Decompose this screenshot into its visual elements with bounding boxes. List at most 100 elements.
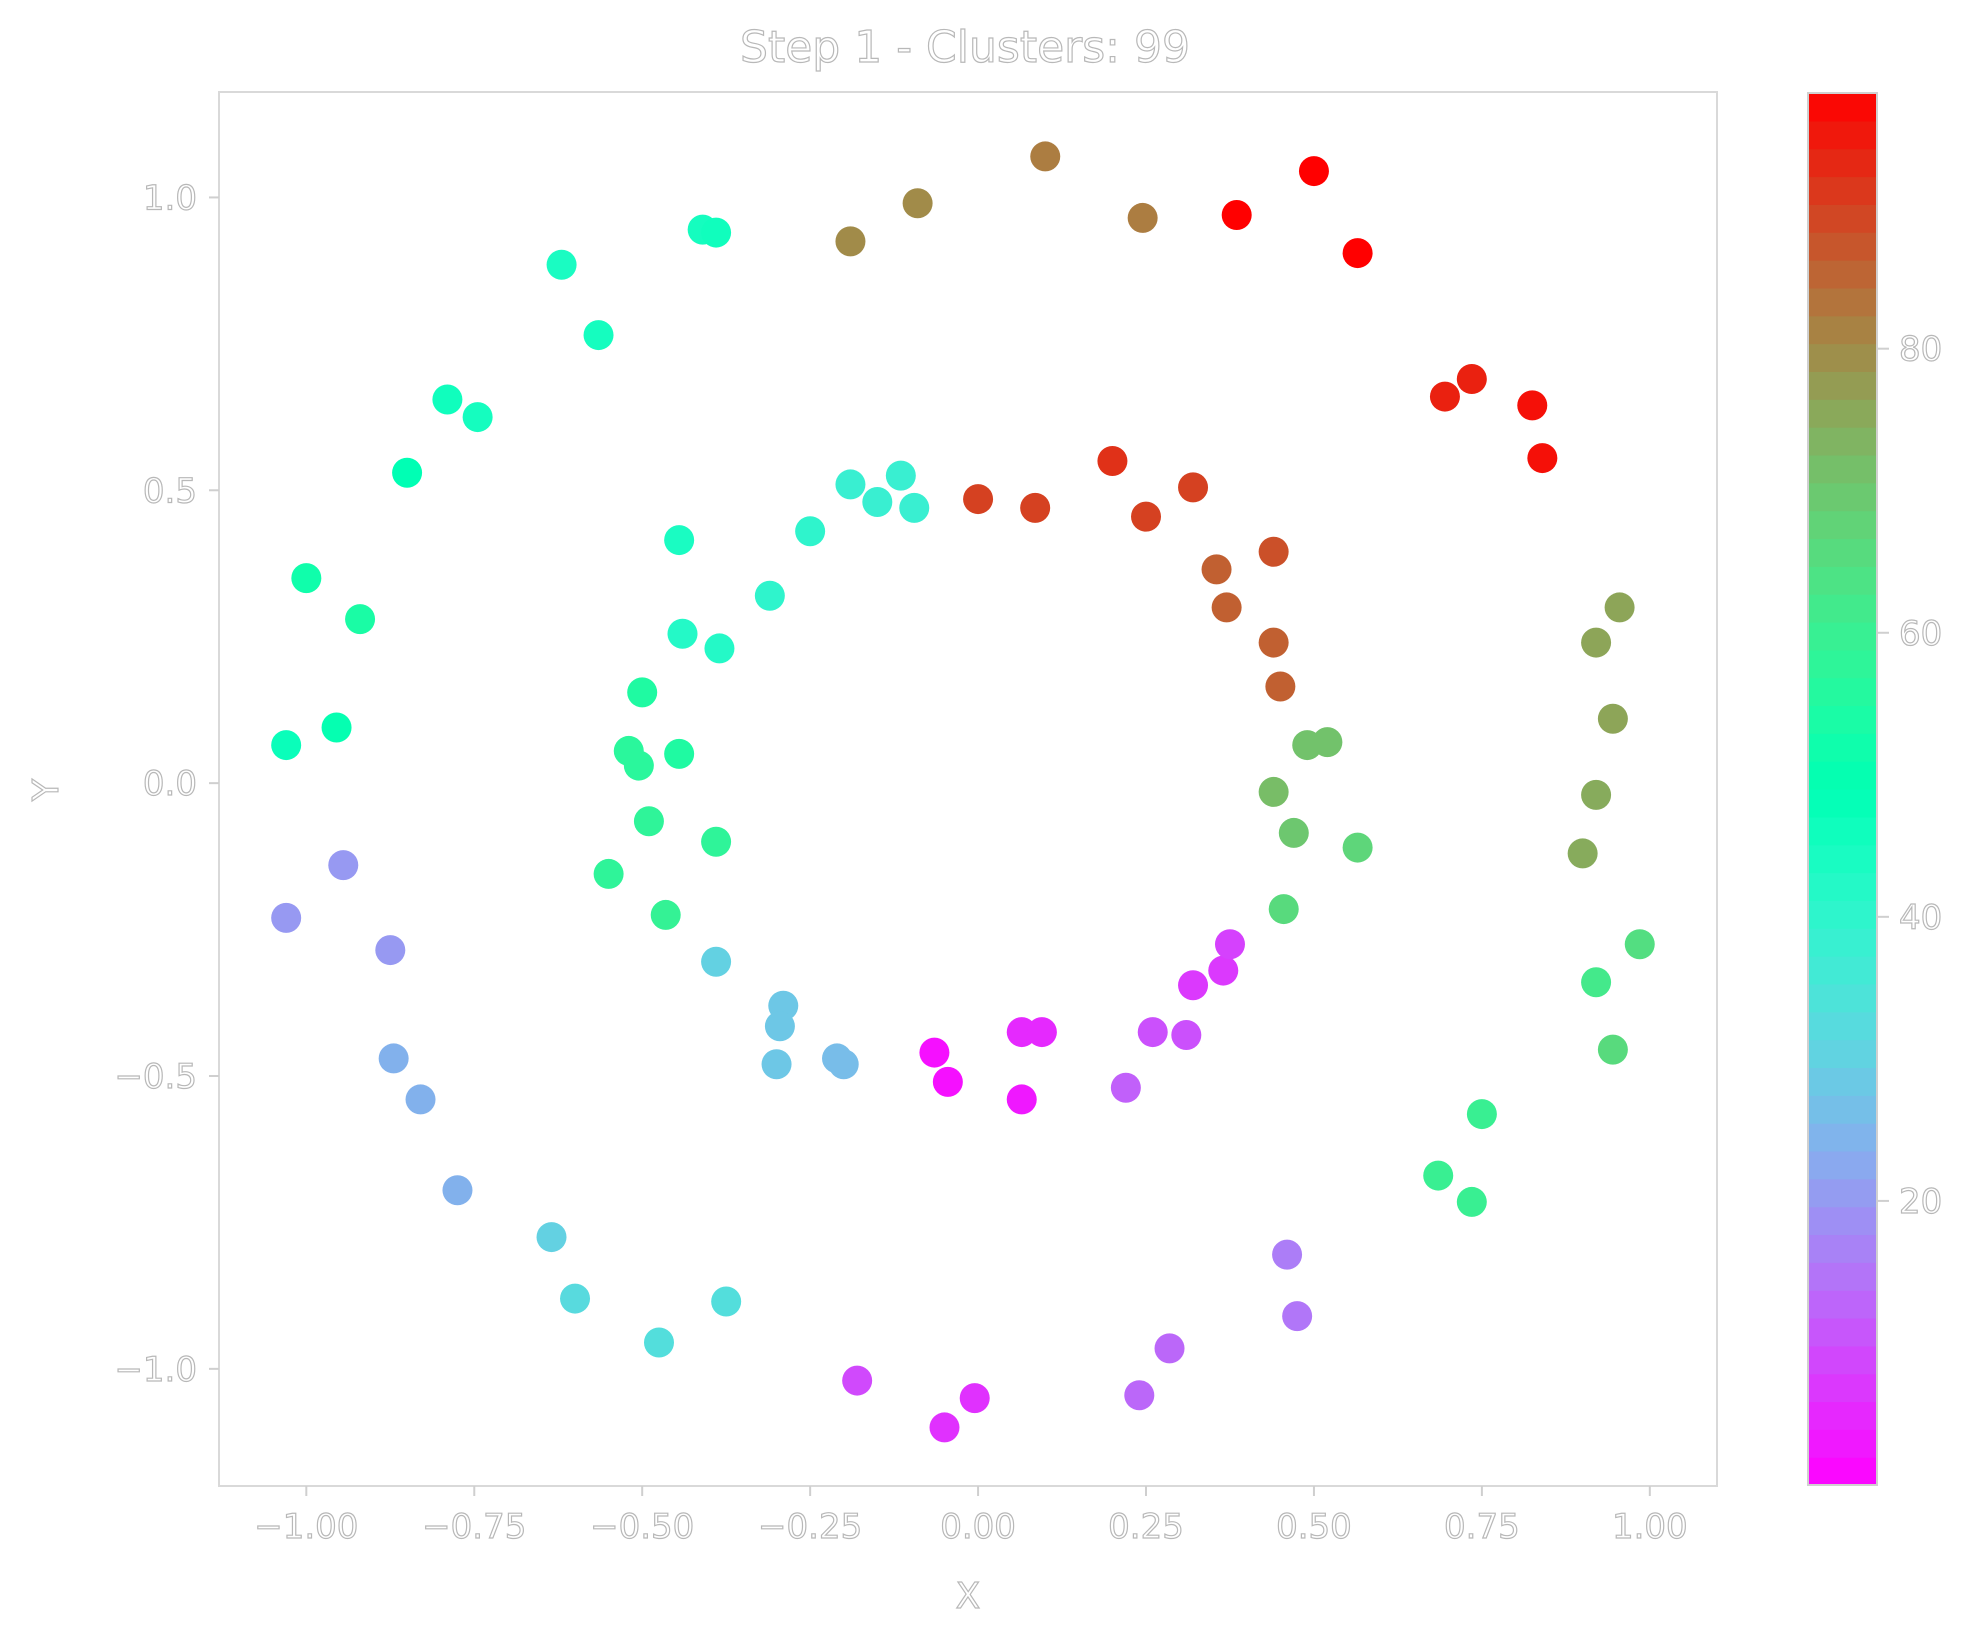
data-point (1581, 967, 1612, 998)
data-point (667, 618, 698, 649)
data-point (1030, 141, 1061, 172)
data-point (764, 1011, 795, 1042)
x-axis-label: X (956, 1576, 981, 1617)
colorbar-band (1808, 287, 1877, 317)
data-point (291, 563, 322, 594)
x-tick-label: −1.00 (254, 1507, 358, 1547)
colorbar-band (1808, 1206, 1877, 1236)
data-point (1214, 929, 1245, 960)
colorbar-band (1808, 983, 1877, 1013)
x-tick-label: 0.75 (1444, 1507, 1520, 1547)
colorbar-band (1808, 120, 1877, 150)
colorbar-band (1808, 1150, 1877, 1180)
data-point (919, 1037, 950, 1068)
colorbar-gradient (1808, 93, 1877, 1486)
colorbar-band (1808, 538, 1877, 567)
data-point (1154, 1333, 1185, 1364)
data-point (754, 580, 785, 611)
colorbar-band (1808, 1095, 1877, 1124)
data-point (1006, 1084, 1037, 1115)
chart-title: Step 1 - Clusters: 99 (740, 22, 1190, 73)
colorbar-band (1808, 1011, 1877, 1041)
data-point (442, 1175, 473, 1206)
data-point (1258, 776, 1289, 807)
data-point (375, 935, 406, 966)
data-point (664, 525, 695, 556)
data-point (664, 738, 695, 769)
data-point (1026, 1017, 1057, 1048)
data-point (1282, 1301, 1313, 1332)
data-point (1268, 894, 1299, 925)
data-point (1517, 390, 1548, 421)
x-axis: −1.00 −0.75 −0.50 −0.25 0.00 0.25 0.50 0.75 1.00 (254, 1486, 1688, 1548)
data-point (828, 1049, 859, 1080)
data-point (885, 460, 916, 491)
colorbar-band (1808, 1317, 1877, 1347)
data-point (701, 826, 732, 857)
data-point (1298, 156, 1329, 187)
colorbar-band (1808, 761, 1877, 790)
colorbar-band (1808, 204, 1877, 233)
data-point (1456, 364, 1487, 394)
data-point (1137, 1017, 1168, 1048)
data-point (643, 1327, 674, 1358)
data-point (1342, 238, 1373, 269)
colorbar-band (1808, 1457, 1877, 1486)
colorbar-tick-label: 60 (1899, 614, 1942, 654)
x-tick-label: 0.00 (940, 1507, 1016, 1547)
data-point (1278, 817, 1309, 848)
colorbar-band (1808, 427, 1877, 456)
data-point (1342, 832, 1373, 863)
y-tick-label: 0.0 (143, 764, 197, 804)
data-point (583, 320, 614, 351)
data-point (835, 469, 866, 500)
colorbar-band (1808, 816, 1877, 846)
colorbar-band (1808, 1290, 1877, 1319)
colorbar-band (1808, 566, 1877, 595)
data-point (1124, 1380, 1155, 1411)
data-point (704, 633, 735, 664)
data-point (1020, 492, 1051, 523)
data-point (536, 1222, 567, 1253)
data-point (462, 402, 493, 433)
colorbar-band (1808, 371, 1877, 400)
data-point (1127, 202, 1158, 233)
data-point (959, 1383, 990, 1414)
data-point (1097, 446, 1128, 476)
data-point (271, 730, 302, 761)
data-point (1597, 1034, 1628, 1065)
y-axis: 1.0 0.5 0.0 −0.5 −1.0 (114, 178, 219, 1390)
colorbar-band (1808, 1401, 1877, 1430)
x-tick-label: 1.00 (1612, 1507, 1688, 1547)
colorbar-tick-label: 40 (1899, 898, 1942, 938)
y-axis-label: Y (26, 778, 67, 802)
data-point (902, 188, 933, 219)
data-point (633, 806, 664, 837)
colorbar-band (1808, 454, 1877, 484)
data-point (623, 750, 654, 781)
data-point (1527, 443, 1558, 474)
data-point (1597, 703, 1628, 734)
data-point (1178, 472, 1209, 503)
colorbar-band (1808, 594, 1877, 623)
data-point (1178, 970, 1209, 1001)
data-point (1581, 627, 1612, 658)
plot-area (218, 91, 1718, 1487)
data-points (271, 141, 1655, 1443)
data-point (1466, 1099, 1497, 1130)
data-point (405, 1084, 436, 1115)
data-point (1171, 1020, 1202, 1050)
data-point (345, 604, 376, 635)
data-point (899, 492, 930, 523)
data-point (271, 902, 302, 933)
colorbar-band (1808, 399, 1877, 428)
data-point (1211, 592, 1242, 623)
data-point (929, 1412, 960, 1443)
colorbar-band (1808, 677, 1877, 707)
colorbar-tick-label: 20 (1899, 1182, 1942, 1222)
data-point (1581, 779, 1612, 810)
x-tick-label: −0.50 (590, 1507, 694, 1547)
data-point (1312, 727, 1343, 758)
colorbar-band (1808, 872, 1877, 901)
